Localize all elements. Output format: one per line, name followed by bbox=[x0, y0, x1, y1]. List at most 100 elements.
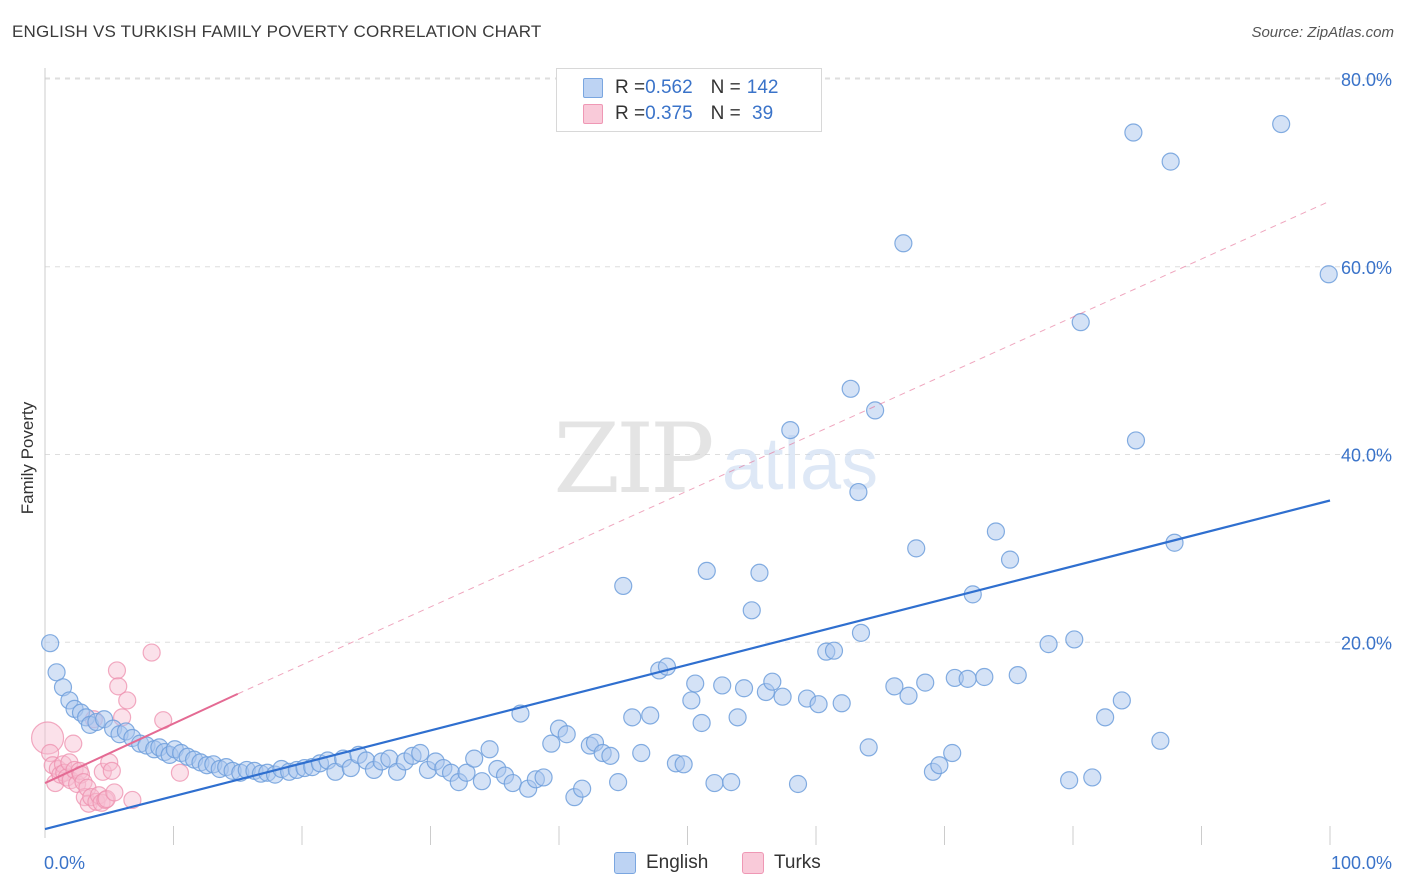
watermark: ZIP atlas bbox=[553, 403, 878, 515]
english-point bbox=[1319, 265, 1338, 284]
tick-labels: 20.0% 40.0% 60.0% 80.0% 0.0% 100.0% bbox=[44, 70, 1392, 873]
english-point bbox=[674, 755, 693, 774]
english-point bbox=[411, 743, 430, 763]
legend-swatch-turks bbox=[583, 104, 603, 124]
english-point bbox=[1000, 550, 1020, 569]
english-point bbox=[692, 713, 711, 733]
turks-point bbox=[102, 761, 121, 780]
legend-swatch-english bbox=[614, 852, 636, 874]
english-point bbox=[1065, 630, 1084, 649]
legend-row-turks: R = 0.375 N = 39 bbox=[583, 102, 773, 126]
english-point bbox=[601, 746, 620, 765]
legend-label-turks: Turks bbox=[774, 852, 821, 873]
legend-r-value: 0.375 bbox=[645, 103, 693, 124]
legend-item-turks[interactable]: Turks bbox=[742, 852, 821, 874]
english-point bbox=[472, 772, 491, 791]
english-point bbox=[632, 743, 651, 763]
english-point bbox=[788, 774, 808, 794]
english-points bbox=[41, 114, 1338, 807]
english-point bbox=[773, 687, 792, 706]
english-point bbox=[609, 773, 628, 792]
english-point bbox=[986, 522, 1006, 541]
axes bbox=[44, 68, 1331, 845]
turks-point bbox=[64, 734, 83, 753]
english-point bbox=[841, 379, 860, 398]
english-point bbox=[465, 749, 484, 768]
turks-trendline bbox=[44, 692, 239, 784]
legend-swatch-english bbox=[583, 78, 603, 98]
english-point bbox=[809, 695, 828, 714]
legend-r-value: 0.562 bbox=[645, 77, 693, 98]
english-point bbox=[750, 563, 769, 582]
english-point bbox=[623, 708, 642, 727]
english-point bbox=[713, 676, 732, 695]
english-trendline bbox=[44, 499, 1331, 831]
english-point bbox=[958, 669, 977, 688]
english-point bbox=[1112, 691, 1131, 710]
legend-n-value: 39 bbox=[746, 103, 774, 124]
english-point bbox=[975, 667, 994, 687]
turks-point bbox=[170, 763, 190, 782]
turks-point bbox=[123, 790, 142, 810]
legend-r-label: R = bbox=[615, 77, 646, 98]
turks-points bbox=[30, 643, 190, 813]
english-point bbox=[47, 663, 66, 682]
watermark-zip: ZIP bbox=[553, 403, 712, 515]
english-point bbox=[851, 623, 871, 642]
turks-point bbox=[142, 643, 161, 662]
turks-point bbox=[118, 691, 137, 710]
chart-title: ENGLISH VS TURKISH FAMILY POVERTY CORREL… bbox=[12, 22, 542, 41]
english-point bbox=[930, 756, 949, 775]
english-point bbox=[824, 641, 844, 660]
english-point bbox=[1039, 635, 1058, 654]
english-point bbox=[1008, 666, 1027, 685]
english-point bbox=[899, 686, 918, 705]
english-point bbox=[457, 763, 476, 782]
legend-n-value: 142 bbox=[746, 77, 779, 98]
english-point bbox=[557, 725, 576, 744]
english-point bbox=[705, 773, 724, 793]
english-point bbox=[763, 672, 782, 691]
y-tick-label: 40.0% bbox=[1341, 446, 1392, 466]
legend-n-label: N = bbox=[710, 77, 741, 98]
legend-series: English Turks bbox=[0, 852, 1406, 878]
english-point bbox=[503, 773, 522, 793]
legend-swatch-turks bbox=[742, 852, 764, 874]
y-tick-label: 80.0% bbox=[1341, 70, 1392, 90]
english-point bbox=[943, 743, 962, 763]
legend-label-english: English bbox=[646, 852, 709, 873]
english-point bbox=[1096, 708, 1115, 727]
english-point bbox=[1083, 768, 1102, 787]
english-point bbox=[1161, 152, 1180, 171]
x-tick-label: 100.0% bbox=[1331, 853, 1392, 873]
english-point bbox=[866, 401, 885, 420]
english-point bbox=[1151, 731, 1170, 750]
english-point bbox=[1272, 114, 1291, 134]
english-point bbox=[1060, 771, 1079, 790]
source-label: Source: ZipAtlas.com bbox=[1251, 24, 1394, 41]
english-point bbox=[1124, 123, 1143, 142]
english-point bbox=[534, 768, 553, 787]
english-point bbox=[641, 706, 660, 725]
turks-point bbox=[109, 677, 128, 696]
legend-item-english[interactable]: English bbox=[614, 852, 708, 874]
english-point bbox=[1126, 431, 1146, 450]
english-point bbox=[907, 539, 926, 558]
english-point bbox=[734, 679, 754, 698]
turks-point bbox=[105, 783, 124, 802]
legend-row-english: R = 0.562 N = 142 bbox=[583, 76, 778, 100]
english-point bbox=[697, 561, 716, 581]
english-point bbox=[859, 738, 878, 757]
english-point bbox=[728, 708, 747, 727]
english-point bbox=[832, 694, 851, 713]
english-point bbox=[916, 673, 935, 692]
english-point bbox=[849, 482, 868, 502]
trendlines bbox=[44, 200, 1331, 831]
grid-lines bbox=[45, 77, 1392, 643]
y-tick-label: 60.0% bbox=[1341, 258, 1392, 278]
english-point bbox=[742, 601, 761, 620]
english-point bbox=[894, 234, 913, 253]
english-point bbox=[614, 576, 633, 596]
english-point bbox=[781, 420, 800, 440]
